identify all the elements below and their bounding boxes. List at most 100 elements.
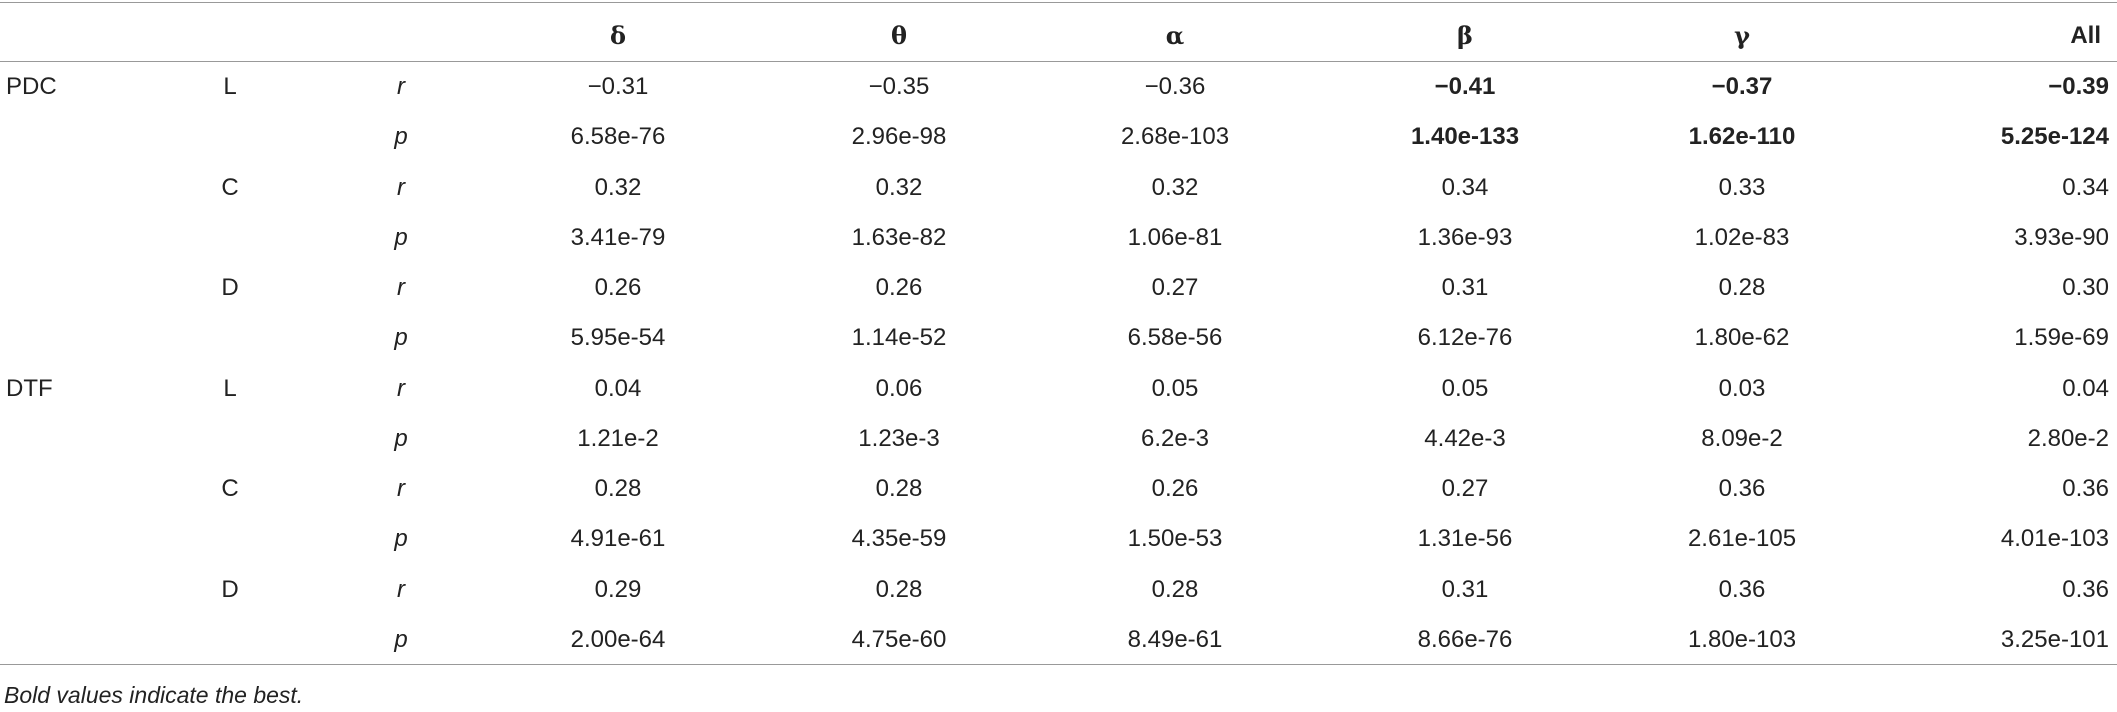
value-cell: 1.62e-110: [1688, 123, 1796, 151]
value-cell: 0.31: [1441, 274, 1489, 301]
stat-label: r: [397, 374, 405, 402]
value-cell: 1.06e-81: [1127, 223, 1223, 251]
value-cell: 0.36: [1718, 475, 1766, 502]
stat-label: p: [394, 324, 408, 352]
value-cell: 2.00e-64: [570, 625, 666, 653]
value-cell: 0.31: [1441, 575, 1489, 603]
value-cell: 3.25e-101: [2000, 625, 2109, 653]
value-cell: −0.39: [2048, 73, 2109, 100]
value-cell: 0.36: [2062, 475, 2109, 502]
value-cell: 5.25e-124: [2000, 123, 2109, 151]
top-rule: [0, 2, 2117, 3]
group-label: PDC: [6, 73, 57, 100]
value-cell: 0.28: [1151, 575, 1199, 603]
column-header: α: [1165, 21, 1185, 50]
value-cell: 0.05: [1441, 374, 1489, 402]
value-cell: 1.63e-82: [851, 223, 947, 251]
metric-label: D: [221, 575, 239, 603]
metric-label: C: [221, 475, 239, 502]
value-cell: 0.26: [594, 274, 642, 301]
metric-label: D: [221, 274, 239, 301]
value-cell: 4.42e-3: [1424, 424, 1506, 452]
value-cell: 0.34: [2062, 173, 2109, 201]
value-cell: 6.58e-76: [570, 123, 666, 151]
value-cell: 4.75e-60: [851, 625, 947, 653]
stat-label: r: [397, 173, 405, 201]
stat-label: r: [397, 274, 405, 301]
column-header: θ: [890, 21, 908, 50]
value-cell: 1.36e-93: [1417, 223, 1513, 251]
column-header: γ: [1734, 21, 1750, 50]
value-cell: 1.50e-53: [1127, 525, 1223, 553]
value-cell: 0.30: [2062, 274, 2109, 301]
value-cell: −0.36: [1144, 73, 1206, 100]
value-cell: 0.26: [875, 274, 923, 301]
value-cell: 6.58e-56: [1127, 324, 1223, 352]
stat-label: r: [397, 575, 405, 603]
stat-label: p: [394, 424, 408, 452]
value-cell: 0.28: [875, 475, 923, 502]
value-cell: 0.29: [594, 575, 642, 603]
stat-label: p: [394, 223, 408, 251]
value-cell: 0.05: [1151, 374, 1199, 402]
value-cell: 2.61e-105: [1687, 525, 1797, 553]
value-cell: −0.31: [587, 73, 649, 100]
value-cell: 2.80e-2: [2027, 424, 2109, 452]
value-cell: −0.35: [868, 73, 930, 100]
value-cell: 6.12e-76: [1417, 324, 1513, 352]
value-cell: 8.09e-2: [1701, 424, 1783, 452]
value-cell: 0.06: [875, 374, 923, 402]
column-header: β: [1457, 21, 1473, 50]
column-header: δ: [609, 21, 627, 50]
value-cell: 2.68e-103: [1120, 123, 1230, 151]
value-cell: 5.95e-54: [570, 324, 666, 352]
value-cell: 1.23e-3: [858, 424, 940, 452]
value-cell: 6.2e-3: [1140, 424, 1210, 452]
value-cell: 0.34: [1441, 173, 1489, 201]
value-cell: 3.93e-90: [2014, 223, 2109, 251]
value-cell: 0.04: [594, 374, 642, 402]
value-cell: 1.14e-52: [851, 324, 947, 352]
value-cell: 0.32: [594, 173, 642, 201]
value-cell: 0.36: [2062, 575, 2109, 603]
value-cell: 2.96e-98: [851, 123, 947, 151]
value-cell: 4.35e-59: [851, 525, 947, 553]
value-cell: 0.33: [1718, 173, 1766, 201]
value-cell: 0.26: [1151, 475, 1199, 502]
stat-label: p: [394, 525, 408, 553]
value-cell: 0.27: [1151, 274, 1199, 301]
footnote: Bold values indicate the best.: [4, 682, 304, 708]
column-header: All: [2070, 22, 2101, 49]
value-cell: 4.91e-61: [570, 525, 666, 553]
value-cell: 3.41e-79: [570, 223, 666, 251]
stat-label: r: [397, 73, 405, 100]
value-cell: 0.03: [1718, 374, 1766, 402]
stat-label: p: [394, 625, 408, 653]
value-cell: 8.49e-61: [1127, 625, 1223, 653]
value-cell: 0.28: [875, 575, 923, 603]
value-cell: 1.21e-2: [577, 424, 659, 452]
metric-label: L: [223, 374, 237, 402]
metric-label: C: [221, 173, 239, 201]
value-cell: −0.37: [1711, 73, 1773, 100]
value-cell: 1.31e-56: [1417, 525, 1513, 553]
value-cell: 1.40e-133: [1410, 123, 1520, 151]
value-cell: 0.27: [1441, 475, 1489, 502]
group-label: DTF: [6, 374, 53, 402]
stat-label: p: [394, 123, 408, 151]
value-cell: 0.28: [1718, 274, 1766, 301]
value-cell: 0.32: [875, 173, 923, 201]
stat-label: r: [397, 475, 405, 502]
header-rule: [0, 61, 2117, 62]
metric-label: L: [223, 73, 237, 100]
value-cell: 1.80e-62: [1694, 324, 1790, 352]
bottom-rule: [0, 664, 2117, 665]
value-cell: 4.01e-103: [2000, 525, 2109, 553]
value-cell: 1.02e-83: [1694, 223, 1790, 251]
value-cell: 1.59e-69: [2014, 324, 2109, 352]
value-cell: 1.80e-103: [1687, 625, 1797, 653]
value-cell: 0.32: [1151, 173, 1199, 201]
value-cell: 0.04: [2062, 374, 2109, 402]
value-cell: 0.36: [1718, 575, 1766, 603]
